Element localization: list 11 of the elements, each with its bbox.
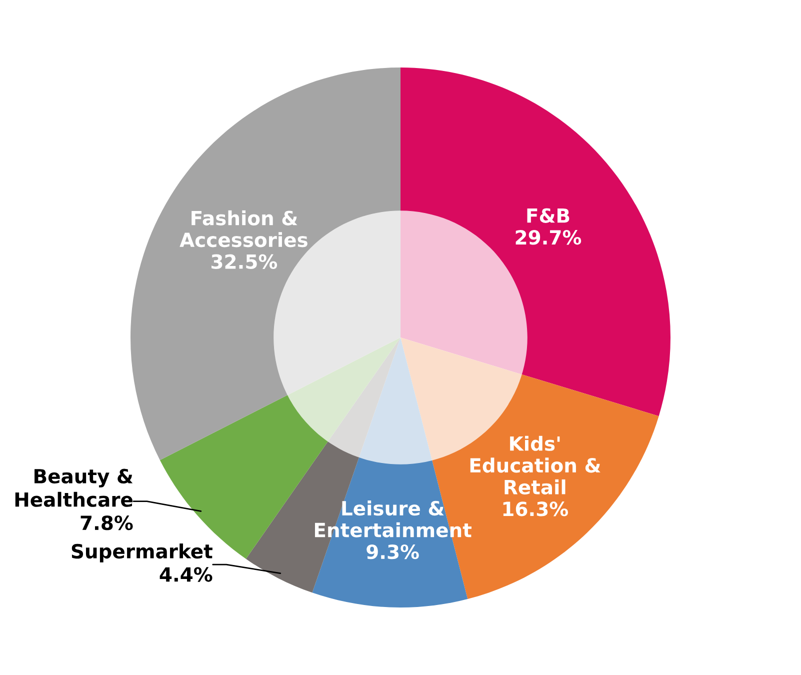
data-label: 4.4% (160, 567, 212, 582)
data-label: 7.8% (80, 515, 133, 530)
slice-label: Beauty & Healthcare (15, 468, 133, 507)
data-label: 32.5% (212, 254, 278, 269)
data-label: 16.3% (503, 502, 568, 516)
slice-label: F&B (527, 208, 570, 223)
data-label: 9.3% (366, 544, 419, 560)
slice-label: Supermarket (72, 544, 212, 562)
data-label: 29.7% (516, 230, 582, 245)
slice-label: Fashion & Accessories (180, 210, 308, 248)
slice-label: Kids' Education & Retail (470, 436, 600, 494)
